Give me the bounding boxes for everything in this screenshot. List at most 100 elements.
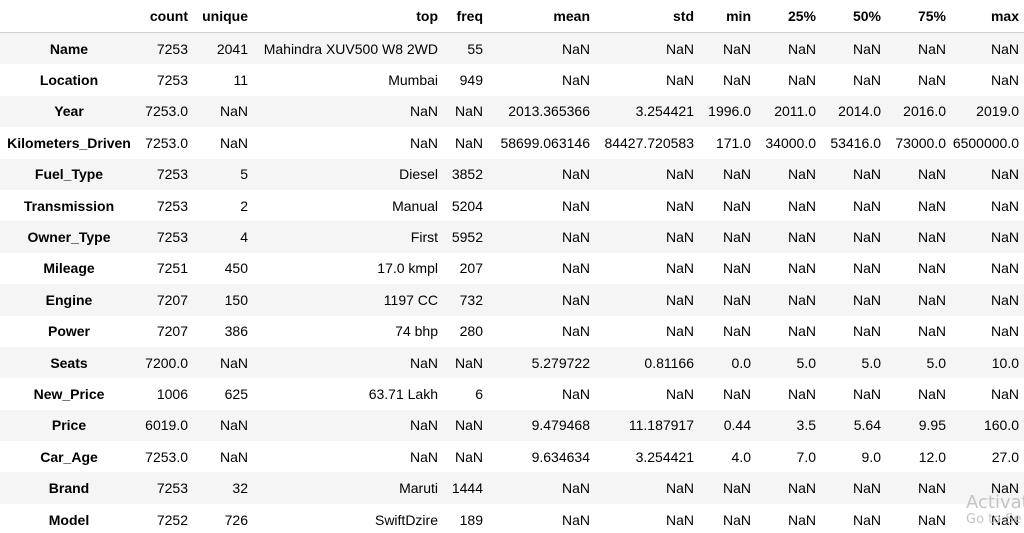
table-cell: NaN bbox=[917, 511, 946, 528]
table-cell: NaN bbox=[917, 385, 946, 402]
table-cell: 7253 bbox=[156, 166, 188, 183]
header-row: count unique top freq mean std min 25% 50% 75% max bbox=[0, 0, 1024, 33]
table-cell: NaN bbox=[787, 229, 816, 246]
table-cell: NaN bbox=[409, 417, 438, 434]
table-cell: NaN bbox=[219, 103, 248, 120]
row-label: Engine bbox=[45, 291, 93, 308]
column-header: 75% bbox=[886, 0, 951, 33]
table-cell: 7253 bbox=[156, 72, 188, 89]
table-cell: 5952 bbox=[451, 229, 483, 246]
table-header: count unique top freq mean std min 25% 50% 75% max bbox=[0, 0, 1024, 33]
table-row: Brand 7253 32 Maruti 1444 NaN NaN NaN NaN NaN NaN N… bbox=[0, 472, 1024, 504]
table-cell: 5204 bbox=[451, 197, 483, 214]
table-cell: NaN bbox=[787, 166, 816, 183]
table-cell: 732 bbox=[459, 291, 483, 308]
watermark-line-1: Activat bbox=[966, 492, 1024, 513]
table-cell: NaN bbox=[665, 40, 694, 57]
table-cell: NaN bbox=[917, 291, 946, 308]
row-label: Car_Age bbox=[40, 448, 98, 465]
table-cell: NaN bbox=[990, 511, 1019, 528]
table-cell: NaN bbox=[852, 511, 881, 528]
table-cell: NaN bbox=[917, 260, 946, 277]
table-row: Engine 7207 150 1197 CC 732 NaN NaN NaN NaN NaN Na… bbox=[0, 284, 1024, 316]
table-cell: NaN bbox=[665, 229, 694, 246]
table-cell: 10.0 bbox=[991, 354, 1019, 371]
table-cell: 3.254421 bbox=[635, 103, 694, 120]
table-cell: 53416.0 bbox=[830, 134, 881, 151]
watermark-line-2: Go to Se bbox=[966, 511, 1022, 527]
table-cell: 3.254421 bbox=[635, 448, 694, 465]
table-cell: NaN bbox=[917, 323, 946, 340]
table-cell: 11.187917 bbox=[628, 417, 694, 434]
table-cell: 63.71 Lakh bbox=[368, 385, 438, 402]
table-cell: 2013.365366 bbox=[508, 103, 590, 120]
table-cell: NaN bbox=[990, 260, 1019, 277]
table-cell: SwiftDzire bbox=[374, 511, 438, 528]
table-cell: 7252 bbox=[156, 511, 188, 528]
table-cell: NaN bbox=[787, 480, 816, 497]
table-cell: NaN bbox=[665, 511, 694, 528]
table-cell: NaN bbox=[787, 385, 816, 402]
table-row: Owner_Type 7253 4 First 5952 NaN NaN NaN NaN NaN N… bbox=[0, 221, 1024, 253]
table-cell: 280 bbox=[459, 323, 483, 340]
table-cell: 55 bbox=[467, 40, 483, 57]
table-cell: NaN bbox=[665, 72, 694, 89]
table-cell: NaN bbox=[219, 448, 248, 465]
table-cell: 5.0 bbox=[796, 354, 816, 371]
table-cell: 0.44 bbox=[723, 417, 751, 434]
table-cell: NaN bbox=[787, 260, 816, 277]
row-label: Kilometers_Driven bbox=[7, 134, 131, 151]
table-cell: NaN bbox=[722, 323, 751, 340]
table-cell: 74 bhp bbox=[395, 323, 438, 340]
table-cell: NaN bbox=[454, 103, 483, 120]
table-cell: 7.0 bbox=[796, 448, 816, 465]
table-cell: 3.5 bbox=[796, 417, 816, 434]
table-cell: NaN bbox=[722, 511, 751, 528]
row-label: Transmission bbox=[23, 197, 115, 214]
column-header: std bbox=[595, 0, 699, 33]
table-cell: Mumbai bbox=[388, 72, 438, 89]
table-cell: NaN bbox=[561, 229, 590, 246]
table-row: Car_Age 7253.0 NaN NaN NaN 9.634634 3.254421 4.… bbox=[0, 441, 1024, 473]
table-cell: 2011.0 bbox=[774, 103, 816, 120]
table-cell: NaN bbox=[990, 166, 1019, 183]
table-row: Location 7253 11 Mumbai 949 NaN NaN NaN NaN NaN Na… bbox=[0, 64, 1024, 96]
table-row: Model 7252 726 SwiftDzire 189 NaN NaN NaN NaN NaN… bbox=[0, 503, 1024, 533]
table-cell: NaN bbox=[722, 197, 751, 214]
table-cell: NaN bbox=[561, 166, 590, 183]
table-cell: 7253.0 bbox=[145, 103, 188, 120]
table-cell: NaN bbox=[990, 385, 1019, 402]
table-row: New_Price 1006 625 63.71 Lakh 6 NaN NaN NaN NaN N… bbox=[0, 378, 1024, 410]
table-row: Power 7207 386 74 bhp 280 NaN NaN NaN NaN NaN NaN N… bbox=[0, 315, 1024, 347]
table-cell: 7251 bbox=[156, 260, 188, 277]
table-cell: 11 bbox=[233, 72, 248, 89]
table-cell: NaN bbox=[409, 448, 438, 465]
table-cell: NaN bbox=[990, 323, 1019, 340]
table-cell: 386 bbox=[224, 323, 248, 340]
table-cell: NaN bbox=[852, 291, 881, 308]
table-cell: NaN bbox=[852, 229, 881, 246]
table-cell: 73000.0 bbox=[895, 134, 946, 151]
table-cell: 7253 bbox=[156, 40, 188, 57]
table-cell: NaN bbox=[722, 291, 751, 308]
table-cell: 3852 bbox=[451, 166, 483, 183]
column-header: 50% bbox=[821, 0, 886, 33]
table-cell: 17.0 kmpl bbox=[377, 260, 438, 277]
table-cell: 34000.0 bbox=[765, 134, 816, 151]
table-cell: NaN bbox=[561, 480, 590, 497]
table-cell: NaN bbox=[454, 354, 483, 371]
table-row: Year 7253.0 NaN NaN NaN 2013.365366 3.254421 19… bbox=[0, 95, 1024, 128]
table-cell: Diesel bbox=[399, 166, 438, 183]
table-cell: 726 bbox=[224, 511, 248, 528]
table-cell: 7253.0 bbox=[145, 448, 188, 465]
table-row: Price 6019.0 NaN NaN NaN 9.479468 11.187917 0.4… bbox=[0, 409, 1024, 442]
table-cell: NaN bbox=[665, 166, 694, 183]
table-cell: NaN bbox=[852, 40, 881, 57]
table-cell: NaN bbox=[917, 166, 946, 183]
table-cell: 9.95 bbox=[918, 417, 946, 434]
table-cell: 5.0 bbox=[926, 354, 946, 371]
table-cell: 0.81166 bbox=[644, 354, 694, 371]
table-cell: NaN bbox=[917, 229, 946, 246]
table-cell: 150 bbox=[224, 291, 248, 308]
